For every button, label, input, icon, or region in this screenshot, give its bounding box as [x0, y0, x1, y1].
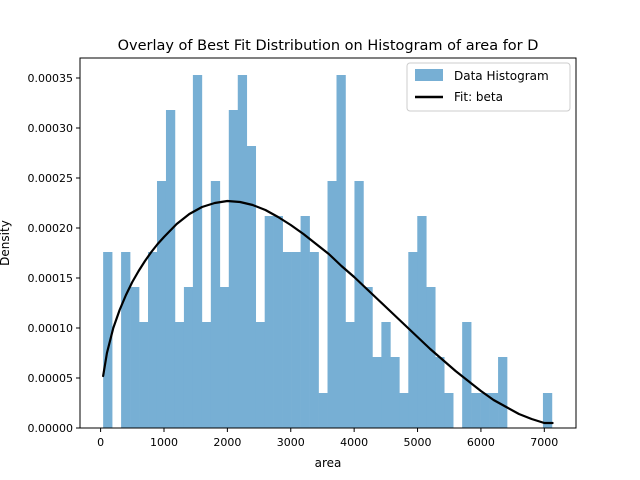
x-axis-label: area	[315, 456, 342, 470]
histogram-bar	[318, 393, 328, 428]
histogram-bar	[130, 287, 140, 428]
histogram-bar	[408, 252, 418, 428]
histogram-bar	[255, 322, 265, 428]
histogram-bar	[228, 110, 239, 428]
y-axis-ticks: 0.00000 0.00005 0.00010 0.00015 0.00020 0.000…	[28, 72, 80, 435]
histogram-bar	[498, 357, 508, 428]
histogram-bar	[201, 322, 212, 428]
plot-frame	[79, 57, 577, 429]
chart-title: Overlay of Best Fit Distribution on Hist…	[118, 38, 539, 54]
histogram-bar	[273, 216, 283, 428]
histogram-bar	[489, 393, 499, 428]
histogram-bar	[345, 322, 355, 428]
histogram-bar	[390, 357, 400, 428]
fit-curve-layer	[102, 199, 554, 425]
histogram-bar	[165, 110, 176, 428]
legend-box	[406, 62, 571, 112]
x-tick-label: 3000	[277, 436, 305, 449]
histogram-bar	[148, 252, 158, 428]
histogram-bar	[444, 393, 454, 428]
legend-label-fit: Fit: beta	[454, 90, 503, 104]
histogram-bar	[363, 287, 373, 428]
histogram-bar	[471, 393, 481, 428]
histogram-bar	[300, 216, 310, 428]
histogram-bar	[381, 322, 391, 428]
legend: Data Histogram Fit: beta	[406, 62, 571, 112]
y-tick-label: 0.00015	[28, 272, 74, 285]
y-tick-label: 0.00005	[28, 372, 74, 385]
legend-label-histogram: Data Histogram	[454, 69, 549, 83]
histogram-bar	[192, 75, 203, 428]
y-tick-label: 0.00030	[28, 122, 74, 135]
histogram-bar	[435, 357, 445, 428]
histogram-bar	[336, 75, 346, 428]
x-tick-label: 4000	[340, 436, 368, 449]
x-tick-label: 0	[97, 436, 104, 449]
histogram-bar	[219, 287, 230, 428]
x-tick-label: 1000	[150, 436, 178, 449]
histogram-bar	[399, 393, 409, 428]
y-tick-label: 0.00025	[28, 172, 74, 185]
histogram-bars	[103, 75, 553, 428]
histogram-bar	[282, 252, 292, 428]
y-tick-label: 0.00020	[28, 222, 74, 235]
x-axis-ticks: 0 1000 2000 3000 4000 5000 6000 7000	[97, 428, 558, 449]
histogram-bar	[291, 252, 301, 428]
y-axis-label: Density	[0, 220, 12, 266]
histogram-bar	[183, 287, 194, 428]
histogram-bar	[121, 252, 131, 428]
y-tick-label: 0.00010	[28, 322, 74, 335]
histogram-bar	[372, 357, 382, 428]
fit-curve-line	[102, 199, 554, 425]
histogram-bar	[327, 181, 337, 428]
y-tick-label: 0.00035	[28, 72, 74, 85]
x-tick-label: 6000	[467, 436, 495, 449]
histogram-bar	[156, 181, 167, 428]
histogram-bar	[354, 181, 364, 428]
y-tick-label: 0.00000	[28, 422, 74, 435]
histogram-bar	[103, 252, 113, 428]
histogram-bar	[139, 322, 149, 428]
histogram-bar	[309, 252, 319, 428]
histogram-bar	[246, 146, 257, 428]
histogram-bar	[417, 216, 427, 428]
histogram-bar	[174, 322, 185, 428]
histogram-bar	[426, 287, 436, 428]
x-tick-label: 2000	[213, 436, 241, 449]
histogram-bar	[542, 393, 553, 428]
x-tick-label: 5000	[404, 436, 432, 449]
histogram-bar	[480, 393, 490, 428]
x-tick-label: 7000	[530, 436, 558, 449]
histogram-bar	[237, 75, 248, 428]
histogram-bar	[462, 322, 472, 428]
legend-patch-histogram	[415, 69, 443, 81]
histogram-bar	[210, 181, 221, 428]
histogram-bar	[264, 216, 274, 428]
